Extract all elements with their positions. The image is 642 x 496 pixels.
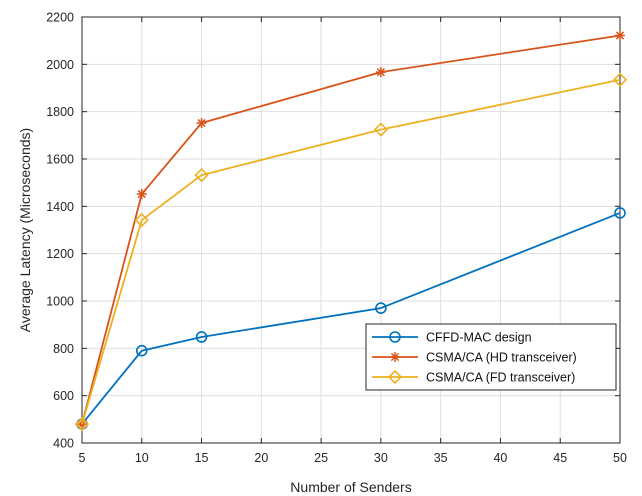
x-tick-label: 10 (135, 451, 149, 465)
y-tick-label: 1800 (46, 105, 74, 119)
data-point (194, 167, 209, 183)
legend-item: CSMA/CA (FD transceiver) (372, 369, 575, 385)
y-tick-label: 800 (53, 342, 74, 356)
y-tick-label: 2200 (46, 11, 74, 25)
legend-label: CSMA/CA (HD transceiver) (426, 351, 577, 365)
x-tick-label: 45 (553, 451, 567, 465)
series-2 (77, 30, 625, 430)
data-point (612, 72, 628, 87)
x-tick-label: 35 (434, 451, 448, 465)
y-tick-label: 2000 (46, 58, 74, 72)
series-line (81, 212, 621, 425)
y-tick-label: 600 (53, 389, 74, 403)
data-point (135, 344, 148, 357)
x-tick-label: 40 (493, 451, 507, 465)
y-axis-title: Average Latency (Microseconds) (17, 128, 33, 332)
y-tick-label: 400 (53, 437, 74, 451)
plot-frame (81, 16, 621, 444)
series-layer (74, 30, 628, 432)
x-tick-label: 30 (374, 451, 388, 465)
y-tick-label: 1400 (46, 200, 74, 214)
x-tick-label: 25 (314, 451, 328, 465)
data-point (375, 302, 387, 314)
legend-swatch-marker (387, 369, 403, 385)
legend-swatch-marker (389, 331, 401, 343)
data-point (134, 212, 149, 228)
x-axis-ticks: 5 10 15 20 25 30 35 40 45 50 (79, 17, 627, 465)
data-point (195, 331, 208, 343)
x-tick-label: 20 (254, 451, 268, 465)
data-point (373, 122, 389, 137)
series-line (81, 78, 621, 425)
data-point (615, 30, 625, 41)
y-tick-label: 1600 (46, 153, 74, 167)
legend-swatch-marker (390, 352, 400, 362)
x-tick-label: 50 (613, 451, 627, 465)
legend-item: CSMA/CA (HD transceiver) (372, 351, 577, 365)
y-axis-ticks: 400 600 800 1000 1200 1400 1600 1800 2000 2200 (46, 11, 620, 451)
data-point (74, 416, 90, 432)
y-tick-label: 1000 (46, 295, 74, 309)
legend: CFFD-MAC design CSMA/CA (HD transceiver) C… (365, 323, 617, 391)
data-point (196, 118, 207, 129)
series-3 (74, 72, 628, 432)
y-tick-label: 1200 (46, 247, 74, 261)
legend-label: CSMA/CA (FD transceiver) (426, 371, 575, 385)
data-point (614, 207, 626, 219)
data-point (375, 67, 386, 78)
x-axis-title: Number of Senders (290, 479, 411, 495)
data-point (136, 189, 147, 200)
legend-label: CFFD-MAC design (426, 331, 532, 345)
x-tick-label: 5 (79, 451, 86, 465)
legend-item: CFFD-MAC design (372, 331, 532, 345)
x-tick-label: 15 (195, 451, 209, 465)
